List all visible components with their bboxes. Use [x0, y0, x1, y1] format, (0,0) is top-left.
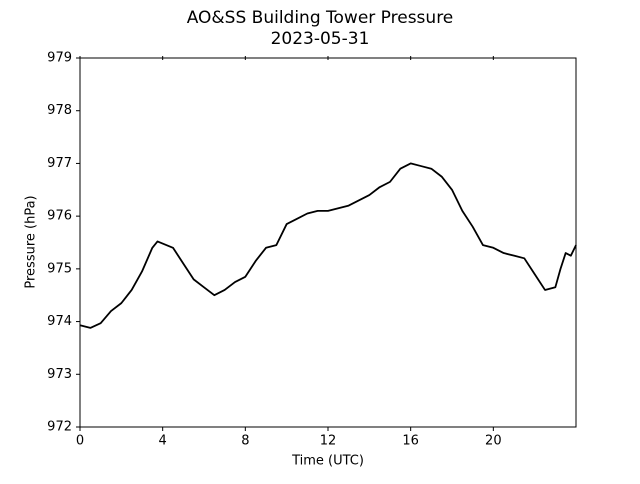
y-tick-label: 979: [47, 51, 72, 66]
x-tick-label: 0: [76, 434, 84, 449]
y-tick-label: 973: [47, 367, 72, 382]
x-tick-label: 8: [241, 434, 249, 449]
x-axis-label: Time (UTC): [291, 454, 364, 469]
chart-subtitle: 2023-05-31: [271, 29, 370, 49]
x-tick-label: 4: [159, 434, 167, 449]
plot-frame: [79, 57, 577, 428]
x-tick-label: 16: [402, 434, 419, 449]
line: [79, 162, 577, 329]
y-tick-label: 977: [47, 156, 72, 171]
x-tick-label: 20: [485, 434, 502, 449]
y-tick-label: 975: [47, 261, 72, 276]
x-tick-label: 12: [320, 434, 337, 449]
chart-title: AO&SS Building Tower Pressure: [187, 8, 454, 28]
y-tick-label: 978: [47, 103, 72, 118]
y-tick-label: 972: [47, 420, 72, 435]
y-tick-label: 976: [47, 209, 72, 224]
y-axis-label: Pressure (hPa): [24, 195, 39, 288]
y-tick-label: 974: [47, 314, 72, 329]
